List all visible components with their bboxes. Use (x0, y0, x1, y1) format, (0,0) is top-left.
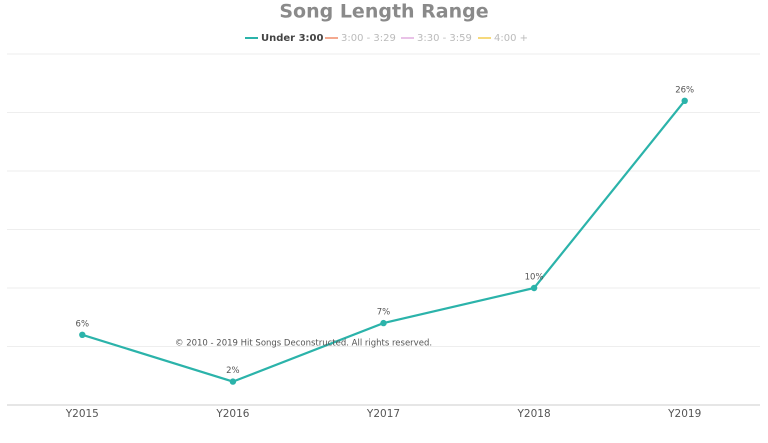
copyright: © 2010 - 2019 Hit Songs Deconstructed. A… (175, 339, 432, 349)
x-tick-label: Y2019 (667, 408, 701, 420)
data-point (229, 378, 237, 385)
data-point (380, 319, 387, 327)
legend-label: 3:30 - 3:59 (417, 33, 472, 44)
data-label: 2% (226, 366, 240, 376)
legend-label: 4:00 + (494, 33, 528, 44)
x-tick-label: Y2018 (517, 408, 551, 420)
data-label: 26% (675, 85, 694, 95)
legend-label: Under 3:00 (261, 33, 324, 44)
x-tick-label: Y2016 (215, 408, 249, 420)
data-point (79, 331, 86, 338)
data-label: 7% (377, 308, 391, 318)
data-label: 10% (525, 273, 544, 283)
chart-title: Song Length Range (279, 1, 488, 23)
data-point (681, 97, 688, 105)
data-point (530, 284, 538, 292)
x-tick-label: Y2015 (65, 408, 99, 420)
x-tick-label: Y2017 (366, 408, 400, 420)
legend-label: 3:00 - 3:29 (341, 33, 396, 44)
data-label: 6% (76, 319, 90, 329)
